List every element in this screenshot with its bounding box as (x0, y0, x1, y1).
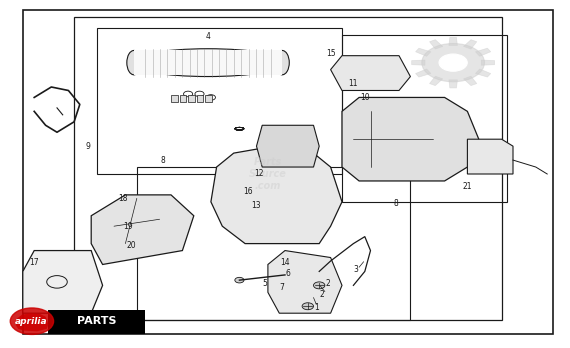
Polygon shape (268, 251, 342, 313)
Polygon shape (211, 146, 342, 244)
Polygon shape (475, 69, 491, 77)
Text: aprilia: aprilia (15, 317, 48, 326)
Bar (205, 95, 212, 102)
Text: 13: 13 (252, 201, 261, 210)
Circle shape (302, 303, 314, 310)
Bar (180, 95, 186, 102)
Bar (188, 95, 195, 102)
Circle shape (235, 277, 244, 283)
Bar (171, 95, 178, 102)
Text: 10: 10 (360, 93, 369, 102)
Polygon shape (449, 37, 457, 46)
Text: 7: 7 (280, 283, 284, 292)
Text: 2: 2 (320, 290, 324, 299)
Ellipse shape (275, 50, 289, 75)
Bar (197, 95, 203, 102)
Polygon shape (481, 60, 495, 65)
Circle shape (439, 54, 467, 71)
Text: 19: 19 (124, 222, 133, 231)
Circle shape (314, 282, 325, 289)
Text: 16: 16 (243, 187, 253, 196)
Bar (48, 310, 145, 334)
Text: 15: 15 (326, 49, 335, 58)
Text: 17: 17 (30, 258, 39, 267)
Text: 4: 4 (206, 32, 210, 41)
Polygon shape (430, 76, 443, 86)
Polygon shape (23, 251, 103, 313)
Polygon shape (467, 139, 513, 174)
Bar (134, 50, 282, 75)
Circle shape (422, 44, 484, 82)
Text: 5: 5 (263, 279, 267, 288)
Text: 6: 6 (286, 269, 290, 278)
Ellipse shape (127, 50, 141, 75)
Polygon shape (463, 76, 477, 86)
Text: 21: 21 (463, 182, 472, 191)
Polygon shape (416, 69, 431, 77)
Polygon shape (256, 125, 319, 167)
Text: 8: 8 (160, 156, 165, 165)
Polygon shape (16, 313, 48, 331)
Polygon shape (91, 195, 194, 264)
Polygon shape (342, 97, 479, 181)
Text: Parts
Source
.com: Parts Source .com (249, 157, 287, 191)
Text: 1: 1 (314, 303, 319, 313)
Polygon shape (331, 56, 410, 90)
Polygon shape (463, 40, 477, 49)
Polygon shape (449, 80, 457, 88)
Circle shape (10, 308, 54, 334)
Text: PARTS: PARTS (77, 316, 117, 326)
Polygon shape (412, 60, 425, 65)
Text: 12: 12 (255, 169, 264, 179)
Text: 8: 8 (394, 199, 398, 208)
Text: 2: 2 (325, 279, 330, 288)
Polygon shape (416, 48, 431, 56)
Text: 18: 18 (118, 194, 127, 203)
Text: 9: 9 (86, 142, 91, 151)
Ellipse shape (128, 49, 288, 77)
Polygon shape (430, 40, 443, 49)
Polygon shape (475, 48, 491, 56)
Text: 20: 20 (127, 241, 136, 250)
Text: 3: 3 (354, 265, 359, 274)
Text: 14: 14 (280, 258, 290, 267)
Text: 11: 11 (349, 79, 358, 88)
